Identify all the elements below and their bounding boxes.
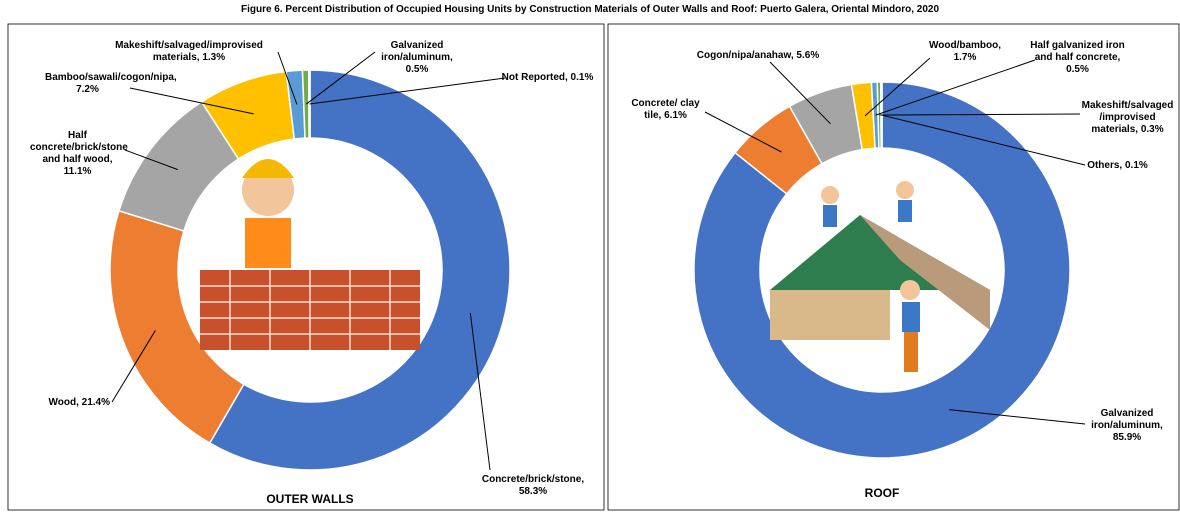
category-label: Bamboo/sawali/cogon/nipa, — [45, 72, 177, 83]
data-label: Galvanized iron/aluminum, 85.9% — [1082, 408, 1172, 444]
panel-title: OUTER WALLS — [266, 492, 354, 506]
category-label: Half galvanized iron and half concrete, — [1030, 40, 1125, 63]
leader-line — [881, 114, 1086, 166]
data-label: Concrete/ clay tile, 6.1% — [628, 98, 703, 122]
category-label: Wood/bamboo, — [928, 40, 1002, 51]
donut-slice — [693, 81, 1071, 459]
value-label: 0.5% — [1066, 64, 1089, 75]
panel-title: ROOF — [864, 486, 900, 500]
category-label: Not Reported, — [501, 72, 568, 83]
data-label: Bamboo/sawali/cogon/nipa, 7.2% — [45, 72, 177, 96]
illustration — [200, 159, 990, 372]
value-label: 11.1% — [63, 166, 92, 177]
value-label: 5.6% — [796, 50, 820, 61]
panel-frame — [7, 23, 605, 511]
category-label: Wood, — [48, 397, 79, 408]
category-label: Makeshift/salvaged/improvised materials, — [115, 40, 263, 63]
category-label: Makeshift/salvaged /improvised materials… — [1081, 100, 1174, 135]
value-label: 6.1% — [664, 110, 687, 121]
value-label: 1.3% — [202, 52, 226, 63]
leader-line — [875, 59, 1036, 116]
leader-line — [124, 149, 178, 171]
leader-line — [111, 330, 156, 403]
value-label: 58.3% — [518, 486, 548, 497]
data-label: Wood, 21.4% — [40, 397, 110, 409]
value-label: 85.9% — [1112, 432, 1142, 443]
value-label: 7.2% — [76, 84, 99, 95]
category-label: Cogon/nipa/anahaw, — [696, 50, 794, 61]
category-label: Others, — [1087, 160, 1123, 171]
data-label: Makeshift/salvaged/improvised materials,… — [100, 40, 278, 64]
leader-line — [277, 51, 298, 105]
data-label: Others, 0.1% — [1080, 160, 1155, 172]
donut-slice — [307, 69, 311, 139]
leader-line — [306, 51, 376, 105]
category-label: Galvanized iron/aluminum, — [1091, 408, 1163, 431]
panel-frame — [607, 23, 1180, 511]
category-label: Galvanized iron/aluminum, — [381, 40, 453, 63]
value-label: 0.1% — [570, 72, 594, 83]
leader-line — [949, 409, 1086, 425]
figure-title: Figure 6. Percent Distribution of Occupi… — [240, 4, 940, 15]
leader-line — [864, 57, 931, 117]
donut-slice — [208, 69, 511, 471]
data-label: Half galvanized iron and half concrete, … — [1030, 40, 1125, 76]
data-label: Makeshift/salvaged /improvised materials… — [1075, 100, 1180, 136]
data-label: Not Reported, 0.1% — [500, 72, 595, 84]
value-label: 0.3% — [1140, 124, 1164, 135]
category-label: Concrete/brick/stone, — [481, 474, 585, 485]
leader-line — [879, 113, 1081, 116]
data-label: Galvanized iron/aluminum, 0.5% — [372, 40, 462, 76]
category-label: Concrete/ clay tile, — [631, 98, 700, 121]
category-label: Half concrete/brick/stone and half wood, — [30, 130, 128, 165]
value-label: 0.1% — [1125, 160, 1148, 171]
leader-line — [469, 313, 491, 471]
leader-line — [704, 111, 782, 153]
data-label: Concrete/brick/stone, 58.3% — [478, 474, 588, 498]
leader-line — [129, 87, 254, 115]
value-label: 21.4% — [81, 397, 110, 408]
leader-line — [309, 77, 506, 105]
data-label: Half concrete/brick/stone and half wood,… — [30, 130, 128, 178]
leader-line — [769, 61, 831, 125]
value-label: 1.7% — [953, 52, 977, 63]
data-label: Wood/bamboo, 1.7% — [925, 40, 1005, 64]
data-label: Cogon/nipa/anahaw, 5.6% — [688, 50, 828, 62]
value-label: 0.5% — [405, 64, 429, 75]
